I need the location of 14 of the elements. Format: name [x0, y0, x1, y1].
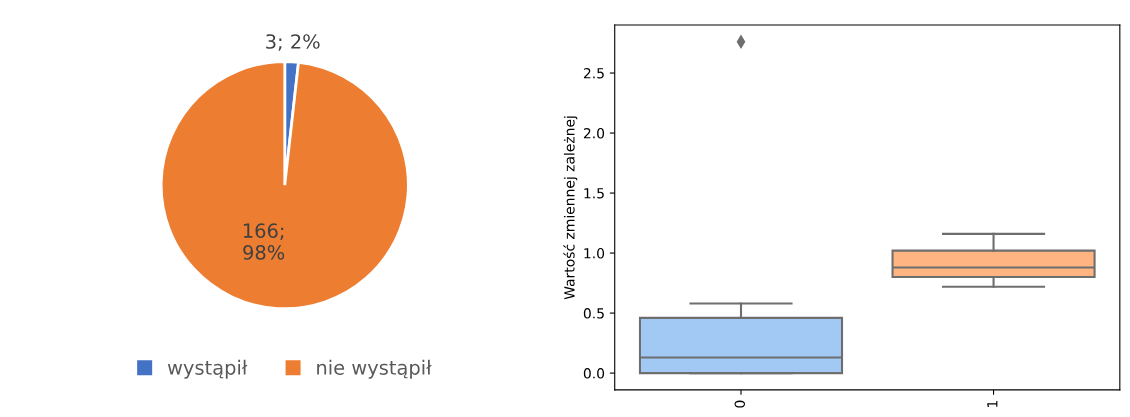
y-axis-title: Wartość zmiennej zależnej [563, 116, 578, 300]
y-tick-label: 2.5 [583, 68, 604, 79]
data-label: 3; 2% [266, 34, 320, 51]
x-tick-label: 0 [734, 400, 746, 408]
y-tick-label: 1.5 [584, 188, 604, 199]
y-tick-label: 0.5 [583, 308, 604, 319]
y-tick-label: 1.0 [584, 248, 605, 259]
legend-label: wystąpił [167, 359, 248, 379]
pie-slice [159, 60, 410, 311]
data-label: 166; 98% [243, 223, 285, 260]
x-tick-label: 1 [987, 400, 998, 407]
y-tick-label: 0.0 [583, 368, 605, 379]
y-tick-label: 2.0 [583, 128, 605, 139]
legend-label: nie wystąpił [317, 359, 432, 379]
